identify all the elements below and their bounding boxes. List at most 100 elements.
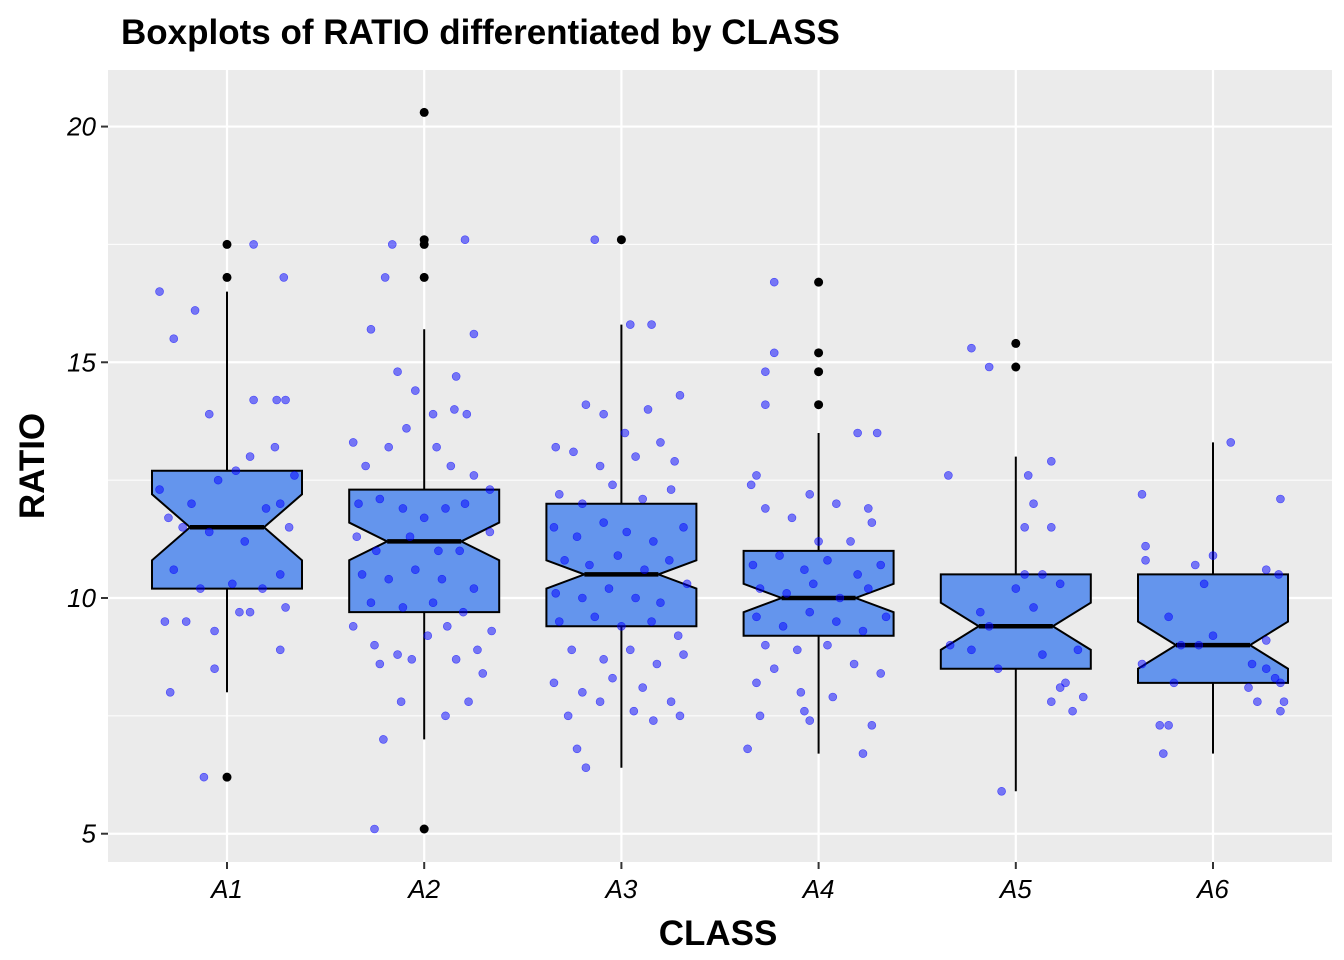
jitter-point: [832, 617, 841, 626]
jitter-point: [451, 654, 461, 664]
jitter-point: [599, 654, 608, 664]
jitter-point: [617, 621, 626, 631]
jitter-point: [640, 565, 649, 575]
jitter-point: [375, 659, 385, 669]
jitter-point: [782, 588, 791, 598]
jitter-point: [249, 395, 258, 405]
jitter-point: [366, 598, 376, 608]
outlier-point: [1011, 362, 1021, 372]
jitter-point: [752, 612, 761, 622]
jitter-point: [554, 617, 564, 626]
jitter-point: [169, 565, 179, 575]
jitter-point: [778, 621, 788, 631]
jitter-point: [398, 603, 408, 612]
jitter-point: [396, 697, 406, 707]
jitter-point: [348, 621, 358, 631]
jitter-point: [846, 537, 855, 546]
jitter-point: [284, 522, 294, 532]
jitter-point: [761, 504, 770, 513]
jitter-point: [1261, 636, 1271, 645]
jitter-point: [581, 763, 591, 773]
x-axis-title: CLASS: [659, 914, 778, 953]
jitter-point: [1276, 678, 1285, 688]
jitter-point: [622, 527, 632, 537]
jitter-point: [370, 640, 379, 650]
jitter-point: [805, 489, 815, 499]
x-tick-label: A2: [406, 874, 440, 904]
jitter-point: [290, 471, 299, 480]
jitter-point: [569, 447, 578, 457]
jitter-point: [407, 654, 417, 664]
x-tick-label: A5: [998, 874, 1032, 904]
jitter-point: [178, 522, 187, 532]
jitter-point: [649, 716, 658, 725]
jitter-point: [196, 584, 205, 593]
jitter-point: [375, 494, 385, 504]
outlier-point: [814, 367, 824, 377]
jitter-point: [1190, 560, 1200, 570]
box-A6: [1137, 442, 1289, 754]
jitter-point: [625, 645, 635, 655]
jitter-point: [647, 617, 656, 626]
jitter-point: [405, 532, 415, 542]
jitter-point: [379, 735, 388, 744]
jitter-point: [814, 537, 823, 546]
x-axis: A1 A2 A3 A4 A5 A6: [209, 862, 1229, 904]
jitter-point: [578, 593, 587, 603]
jitter-point: [629, 706, 639, 716]
jitter-point: [595, 697, 605, 707]
jitter-point: [441, 504, 450, 513]
jitter-point: [460, 235, 470, 245]
notched-box: [348, 488, 501, 614]
jitter-point: [384, 442, 394, 452]
jitter-point: [769, 664, 779, 674]
jitter-point: [679, 522, 688, 532]
jitter-point: [155, 485, 164, 494]
jitter-point: [1046, 456, 1056, 466]
y-axis-title: RATIO: [13, 413, 52, 519]
jitter-point: [567, 645, 577, 655]
jitter-point: [1029, 499, 1038, 509]
jitter-point: [945, 640, 955, 650]
jitter-point: [1253, 697, 1262, 707]
jitter-point: [487, 626, 496, 636]
jitter-point: [361, 461, 370, 471]
jitter-point: [464, 697, 473, 707]
jitter-point: [270, 442, 280, 452]
jitter-point: [1164, 612, 1173, 622]
jitter-point: [665, 555, 674, 565]
jitter-point: [1055, 683, 1065, 692]
box-A5: [939, 338, 1092, 792]
jitter-point: [590, 612, 600, 622]
jitter-point: [160, 617, 170, 626]
jitter-point: [673, 631, 683, 641]
jitter-point: [1011, 584, 1021, 593]
jitter-point: [432, 442, 441, 452]
jitter-point: [366, 324, 376, 334]
jitter-point: [387, 240, 397, 249]
y-tick-label: 15: [67, 347, 96, 377]
jitter-point: [944, 471, 953, 480]
jitter-point: [455, 546, 464, 556]
jitter-point: [460, 499, 470, 509]
jitter-point: [275, 570, 285, 579]
jitter-point: [1226, 438, 1236, 447]
jitter-point: [204, 409, 214, 419]
jitter-point: [625, 320, 635, 329]
jitter-point: [805, 716, 815, 725]
jitter-point: [1073, 645, 1083, 655]
jitter-point: [853, 570, 862, 579]
jitter-point: [1155, 720, 1165, 730]
jitter-point: [984, 362, 994, 372]
jitter-point: [428, 409, 438, 419]
jitter-point: [572, 744, 582, 754]
jitter-point: [761, 367, 770, 377]
outlier-point: [419, 239, 429, 249]
outlier-point: [222, 239, 232, 249]
y-axis: 5 10 15 20: [66, 112, 108, 849]
jitter-point: [281, 603, 290, 612]
y-tick-label: 5: [82, 819, 97, 849]
jitter-point: [1078, 692, 1088, 702]
jitter-point: [670, 456, 679, 466]
jitter-point: [823, 640, 832, 650]
